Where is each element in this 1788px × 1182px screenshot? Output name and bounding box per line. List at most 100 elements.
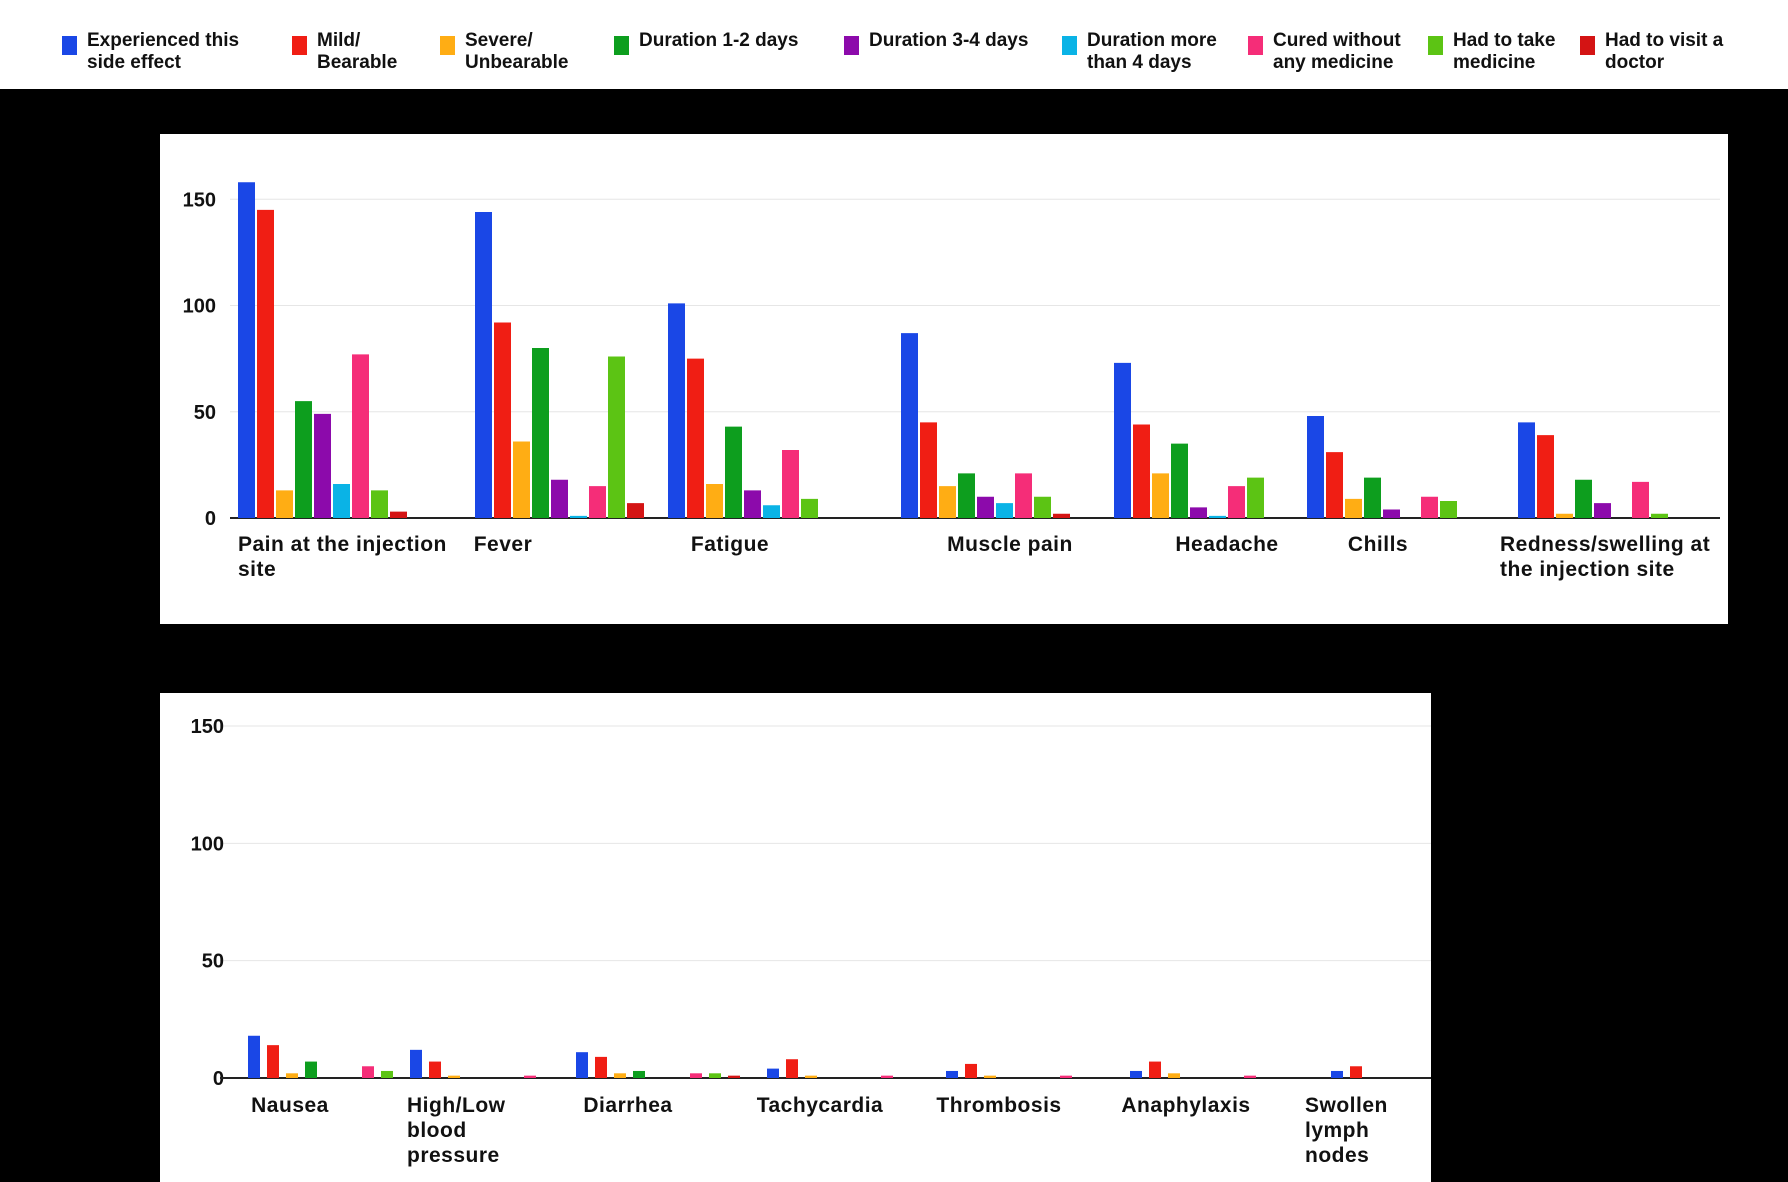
bar-fever-had-to-visit-a-doctor — [627, 503, 644, 518]
x-category-label-diarrhea: Diarrhea — [583, 1094, 673, 1117]
bar-headache-had-to-take-medicine — [1247, 477, 1264, 518]
bar-redness-swelling-at-the-injection-site-duration-3-4-days — [1594, 503, 1611, 518]
bar-swollen-lymph-nodes-mild-bearable — [1350, 1066, 1362, 1078]
legend-item-duration-more-than-4-days: Duration more than 4 days — [1062, 30, 1217, 74]
y-tick-label: 50 — [202, 951, 224, 973]
bar-redness-swelling-at-the-injection-site-had-to-take-medicine — [1651, 513, 1668, 518]
legend-item-had-to-take-medicine: Had to take medicine — [1428, 30, 1555, 74]
bar-tachycardia-mild-bearable — [786, 1059, 798, 1078]
bar-redness-swelling-at-the-injection-site-mild-bearable — [1537, 435, 1554, 518]
bar-muscle-pain-severe-unbearable — [939, 486, 956, 518]
bar-anaphylaxis-severe-unbearable — [1168, 1073, 1180, 1078]
bar-diarrhea-mild-bearable — [595, 1056, 607, 1078]
bar-fever-severe-unbearable — [513, 441, 530, 518]
bar-tachycardia-cured-without-any-medicine — [881, 1075, 893, 1078]
bar-tachycardia-severe-unbearable — [805, 1075, 817, 1078]
bar-muscle-pain-had-to-take-medicine — [1034, 496, 1051, 518]
legend-item-experienced-this-side-effect: Experienced this side effect — [62, 30, 239, 74]
bar-muscle-pain-duration-3-4-days — [977, 496, 994, 518]
x-category-label-fatigue: Fatigue — [690, 533, 770, 556]
bar-redness-swelling-at-the-injection-site-duration-1-2-days — [1575, 479, 1592, 518]
legend-label: Duration 1-2 days — [639, 30, 799, 51]
bar-nausea-experienced-this-side-effect — [248, 1035, 260, 1078]
bar-thrombosis-mild-bearable — [965, 1063, 977, 1078]
bar-fatigue-had-to-take-medicine — [801, 498, 818, 518]
bar-tachycardia-experienced-this-side-effect — [767, 1068, 779, 1078]
y-tick-label: 150 — [191, 716, 224, 738]
legend-label: Duration more than 4 days — [1087, 30, 1217, 73]
legend-label: Had to take medicine — [1453, 30, 1556, 73]
bar-headache-duration-1-2-days — [1171, 443, 1188, 518]
bar-pain-at-the-injection-site-mild-bearable — [257, 209, 274, 518]
x-category-label-redness-swelling-at-the-injection-site: Redness/swelling at the injection site — [1500, 533, 1711, 581]
bar-muscle-pain-had-to-visit-a-doctor — [1053, 513, 1070, 518]
bar-fatigue-duration-1-2-days — [725, 426, 742, 518]
bar-pain-at-the-injection-site-had-to-take-medicine — [371, 490, 388, 518]
legend-item-had-to-visit-a-doctor: Had to visit a doctor — [1580, 30, 1723, 74]
bar-fatigue-cured-without-any-medicine — [782, 450, 799, 518]
bar-chills-duration-3-4-days — [1383, 509, 1400, 518]
legend-swatch — [614, 36, 629, 55]
legend-label: Mild/ Bearable — [317, 30, 398, 73]
y-tick-label: 0 — [213, 1068, 224, 1090]
legend-item-duration-3-4-days: Duration 3-4 days — [844, 30, 1028, 55]
bar-fatigue-severe-unbearable — [706, 484, 723, 518]
bar-thrombosis-severe-unbearable — [984, 1075, 996, 1078]
legend-swatch — [292, 36, 307, 55]
bar-fever-duration-3-4-days — [551, 479, 568, 518]
bar-fatigue-duration-more-than-4-days — [763, 505, 780, 518]
legend-label: Had to visit a doctor — [1605, 30, 1724, 73]
bar-muscle-pain-duration-1-2-days — [958, 473, 975, 518]
legend-swatch — [1428, 36, 1443, 55]
bar-chills-severe-unbearable — [1345, 498, 1362, 518]
bar-diarrhea-duration-1-2-days — [633, 1070, 645, 1078]
bar-headache-duration-more-than-4-days — [1209, 515, 1226, 518]
chart-legend: Experienced this side effect Mild/ Bearab… — [0, 0, 1788, 89]
bar-pain-at-the-injection-site-duration-3-4-days — [314, 413, 331, 518]
bar-diarrhea-cured-without-any-medicine — [690, 1073, 702, 1078]
bar-high-low-blood-pressure-severe-unbearable — [448, 1075, 460, 1078]
legend-swatch — [1580, 36, 1595, 55]
y-tick-label: 100 — [191, 833, 224, 855]
legend-label: Duration 3-4 days — [869, 30, 1029, 51]
legend-label: Cured without any medicine — [1273, 30, 1401, 73]
bar-pain-at-the-injection-site-severe-unbearable — [276, 490, 293, 518]
bar-anaphylaxis-mild-bearable — [1149, 1061, 1161, 1078]
bar-diarrhea-had-to-visit-a-doctor — [728, 1075, 740, 1078]
chart-panel-bottom: 0 50 100 150 Nausea High/Low blood pressure D… — [160, 693, 1431, 1182]
legend-swatch — [440, 36, 455, 55]
bar-fatigue-duration-3-4-days — [744, 490, 761, 518]
bar-headache-duration-3-4-days — [1190, 507, 1207, 518]
x-category-label-swollen-lymph-nodes: Swollen lymph nodes — [1305, 1094, 1388, 1167]
bar-fever-duration-more-than-4-days — [570, 515, 587, 518]
bar-chart-bottom: 0 50 100 150 — [191, 716, 1431, 1090]
legend-label: Experienced this side effect — [87, 30, 240, 73]
x-category-label-muscle-pain: Muscle pain — [947, 533, 1073, 556]
legend-label: Severe/ Unbearable — [465, 30, 569, 73]
bar-high-low-blood-pressure-mild-bearable — [429, 1061, 441, 1078]
bar-nausea-cured-without-any-medicine — [362, 1066, 374, 1078]
chart-panel-top: 0 50 100 150 Pain at the injection site Feve… — [160, 134, 1728, 624]
bar-redness-swelling-at-the-injection-site-experienced-this-side-effect — [1518, 422, 1535, 518]
bar-fatigue-mild-bearable — [687, 358, 704, 518]
bar-fatigue-experienced-this-side-effect — [668, 303, 685, 518]
bar-fever-duration-1-2-days — [532, 348, 549, 518]
bar-fever-mild-bearable — [494, 322, 511, 518]
bar-chart-top: 0 50 100 150 — [183, 182, 1720, 530]
x-category-label-pain-at-the-injection-site: Pain at the injection site — [238, 533, 447, 581]
x-category-label-nausea: Nausea — [251, 1094, 329, 1117]
bar-chills-mild-bearable — [1326, 452, 1343, 518]
bar-pain-at-the-injection-site-had-to-visit-a-doctor — [390, 511, 407, 518]
legend-swatch — [844, 36, 859, 55]
bar-muscle-pain-cured-without-any-medicine — [1015, 473, 1032, 518]
y-tick-label: 150 — [183, 189, 216, 211]
bar-headache-severe-unbearable — [1152, 473, 1169, 518]
bar-swollen-lymph-nodes-experienced-this-side-effect — [1331, 1070, 1343, 1078]
legend-swatch — [1062, 36, 1077, 55]
bar-nausea-mild-bearable — [267, 1045, 279, 1078]
bar-high-low-blood-pressure-cured-without-any-medicine — [524, 1075, 536, 1078]
bar-anaphylaxis-experienced-this-side-effect — [1130, 1070, 1142, 1078]
legend-item-cured-without-any-medicine: Cured without any medicine — [1248, 30, 1401, 74]
bar-pain-at-the-injection-site-duration-1-2-days — [295, 401, 312, 518]
bar-diarrhea-severe-unbearable — [614, 1073, 626, 1078]
